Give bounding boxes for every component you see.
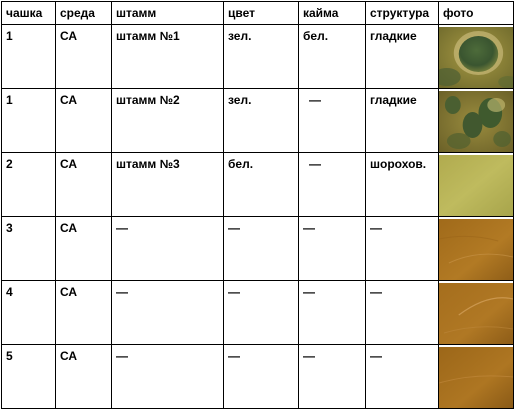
cell-strain: — bbox=[111, 344, 224, 409]
header-dish: чашка bbox=[1, 1, 56, 25]
header-medium: среда bbox=[55, 1, 112, 25]
cell-rim: — bbox=[298, 280, 366, 345]
cell-dish: 4 bbox=[1, 280, 56, 345]
cell-structure: — bbox=[365, 344, 439, 409]
colony-photo-green-small bbox=[439, 91, 513, 152]
header-structure: структура bbox=[365, 1, 439, 25]
cell-medium: СА bbox=[55, 216, 112, 281]
cell-color: — bbox=[223, 216, 299, 281]
cell-rim: бел. bbox=[298, 24, 366, 89]
cell-photo bbox=[438, 344, 514, 409]
cell-color: — bbox=[223, 280, 299, 345]
cell-medium: СА bbox=[55, 152, 112, 217]
header-rim: кайма bbox=[298, 1, 366, 25]
cell-rim: — bbox=[298, 88, 366, 153]
cell-photo bbox=[438, 216, 514, 281]
cell-dish: 5 bbox=[1, 344, 56, 409]
cell-strain: штамм №2 bbox=[111, 88, 224, 153]
cell-rim: — bbox=[298, 216, 366, 281]
cell-structure: — bbox=[365, 280, 439, 345]
cell-structure: шорохов. bbox=[365, 152, 439, 217]
cell-photo bbox=[438, 24, 514, 89]
cell-rim: — bbox=[298, 152, 366, 217]
cell-color: бел. bbox=[223, 152, 299, 217]
agar-photo-empty bbox=[439, 347, 513, 408]
colony-photo-green-large bbox=[439, 27, 513, 88]
cell-dish: 2 bbox=[1, 152, 56, 217]
cell-rim: — bbox=[298, 344, 366, 409]
table-row: 4 СА — — — — bbox=[1, 280, 514, 345]
agar-photo-empty bbox=[439, 283, 513, 344]
cell-strain: штамм №1 bbox=[111, 24, 224, 89]
cell-strain: — bbox=[111, 280, 224, 345]
cell-color: зел. bbox=[223, 88, 299, 153]
table-row: 1 СА штамм №1 зел. бел. гладкие bbox=[1, 24, 514, 89]
colony-photo-yellow bbox=[439, 155, 513, 216]
cell-color: — bbox=[223, 344, 299, 409]
cell-color: зел. bbox=[223, 24, 299, 89]
header-color: цвет bbox=[223, 1, 299, 25]
cell-strain: — bbox=[111, 216, 224, 281]
cell-structure: гладкие bbox=[365, 88, 439, 153]
cell-dish: 1 bbox=[1, 24, 56, 89]
cell-dish: 3 bbox=[1, 216, 56, 281]
header-row: чашка среда штамм цвет кайма структура ф… bbox=[1, 1, 514, 25]
header-strain: штамм bbox=[111, 1, 224, 25]
header-photo: фото bbox=[438, 1, 514, 25]
cell-photo bbox=[438, 152, 514, 217]
table-row: 2 СА штамм №3 бел. — шорохов. bbox=[1, 152, 514, 217]
cell-medium: СА bbox=[55, 88, 112, 153]
table-row: 1 СА штамм №2 зел. — гладкие bbox=[1, 88, 514, 153]
cell-strain: штамм №3 bbox=[111, 152, 224, 217]
cell-dish: 1 bbox=[1, 88, 56, 153]
cell-photo bbox=[438, 280, 514, 345]
cell-medium: СА bbox=[55, 280, 112, 345]
table-row: 3 СА — — — — bbox=[1, 216, 514, 281]
table-row: 5 СА — — — — bbox=[1, 344, 514, 409]
cell-medium: СА bbox=[55, 344, 112, 409]
cell-medium: СА bbox=[55, 24, 112, 89]
agar-photo-empty bbox=[439, 219, 513, 280]
cell-structure: гладкие bbox=[365, 24, 439, 89]
cell-structure: — bbox=[365, 216, 439, 281]
cell-photo bbox=[438, 88, 514, 153]
